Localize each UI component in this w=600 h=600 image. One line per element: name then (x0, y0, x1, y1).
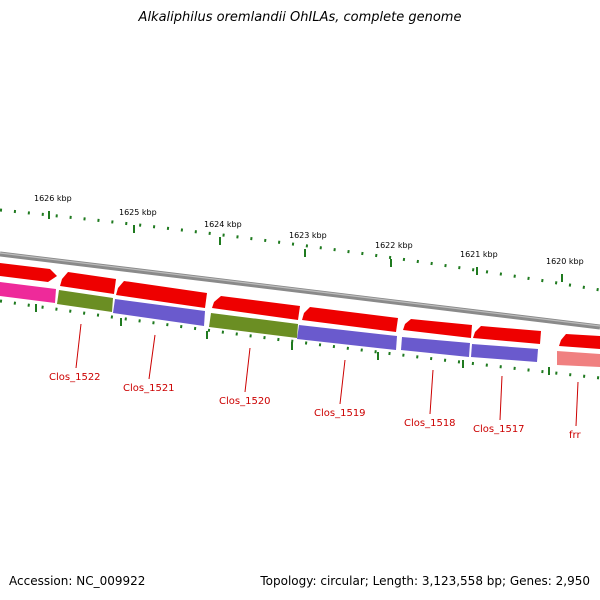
tick-label: 1623 kbp (289, 231, 327, 240)
leader-line (499, 375, 503, 421)
gene-arrow (0, 263, 57, 282)
genome-summary-text: Topology: circular; Length: 3,123,558 bp… (260, 574, 590, 588)
tick-label: 1626 kbp (34, 194, 72, 203)
gene-arrow (212, 296, 300, 320)
inner-major-tick (377, 352, 379, 360)
gene-arrow (60, 272, 116, 294)
leader-line (575, 381, 579, 427)
major-tick (304, 249, 306, 257)
gene-block-slate (297, 325, 397, 350)
inner-major-tick (206, 331, 208, 339)
reverse-strand-genes (0, 282, 600, 367)
gene-label-leaders (75, 323, 579, 427)
inner-major-tick (548, 367, 550, 375)
leader-line (148, 334, 156, 380)
major-tick (390, 259, 392, 267)
gene-block-olive (209, 313, 298, 338)
inner-major-tick (120, 318, 122, 326)
gene-arrow (403, 319, 472, 338)
tick-label: 1624 kbp (204, 220, 242, 229)
gene-label: Clos_1520 (219, 396, 271, 407)
gene-arrow (473, 326, 541, 344)
gene-arrow (559, 334, 600, 349)
outer-tick-marks (0, 208, 600, 292)
gene-block-slate (113, 299, 205, 326)
gene-block-slate (471, 344, 538, 362)
accession-text: Accession: NC_009922 (9, 574, 146, 588)
tick-label: 1625 kbp (119, 208, 157, 217)
gene-block-olive (57, 290, 113, 312)
tick-labels: 1626 kbp 1625 kbp 1624 kbp 1623 kbp 1622… (34, 194, 584, 266)
tick-label: 1621 kbp (460, 250, 498, 259)
gene-labels: Clos_1522 Clos_1521 Clos_1520 Clos_1519 … (49, 372, 581, 441)
gene-label: Clos_1518 (404, 418, 456, 429)
gene-block-slate (401, 337, 470, 357)
tick-label: 1620 kbp (546, 257, 584, 266)
inner-major-tick (35, 304, 37, 312)
leader-line (75, 323, 82, 369)
gene-arrow (302, 307, 398, 332)
major-tick (219, 237, 221, 245)
forward-strand-genes (0, 263, 600, 349)
genome-backbone-highlight (0, 252, 600, 327)
gene-block-salmon (557, 351, 600, 367)
gene-block-magenta (0, 282, 56, 303)
gene-label: Clos_1517 (473, 424, 525, 435)
major-tick (476, 267, 478, 275)
inner-major-tick (291, 342, 293, 350)
tick-label: 1622 kbp (375, 241, 413, 250)
leader-line (429, 369, 434, 415)
map-title: Alkaliphilus oremlandii OhILAs, complete… (138, 10, 462, 25)
leader-line (339, 359, 346, 405)
leader-line (244, 347, 251, 393)
gene-label: Clos_1519 (314, 408, 366, 419)
inner-minor-ticks (0, 299, 600, 380)
major-tick (561, 274, 563, 282)
major-tick (48, 211, 50, 219)
major-tick (133, 225, 135, 233)
genome-backbone (0, 251, 600, 330)
inner-major-tick (462, 360, 464, 368)
gene-label: frr (569, 430, 581, 441)
gene-label: Clos_1522 (49, 372, 101, 383)
inner-tick-marks (0, 299, 600, 380)
outer-minor-ticks (0, 208, 600, 292)
gene-label: Clos_1521 (123, 383, 175, 394)
gene-arrow (116, 281, 207, 308)
